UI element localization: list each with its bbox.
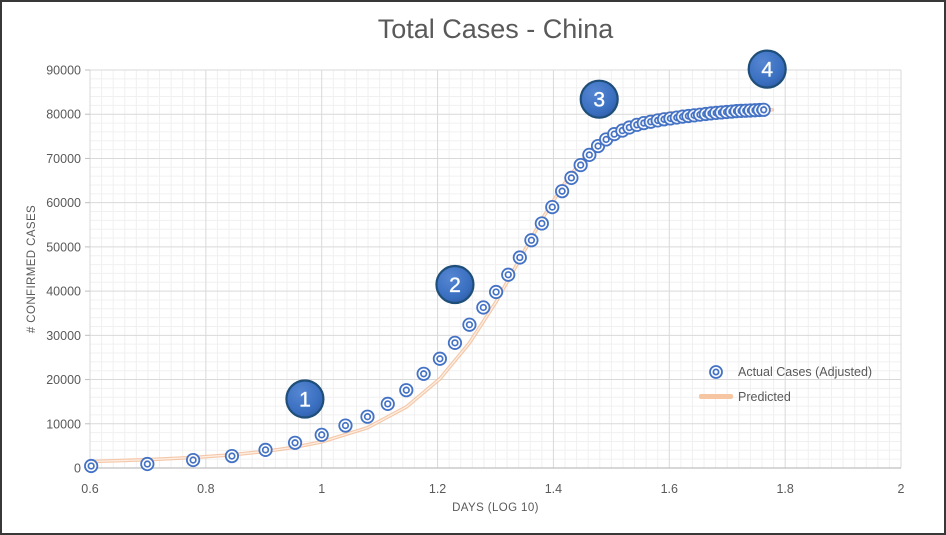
svg-text:1: 1 bbox=[299, 389, 311, 412]
callout-4: 4 bbox=[747, 49, 787, 89]
line-swatch-icon bbox=[696, 394, 736, 399]
y-axis-title: # CONFIRMED CASES bbox=[26, 204, 38, 334]
x-tick-label: 0.8 bbox=[197, 482, 214, 496]
callout-2: 2 bbox=[435, 264, 475, 305]
y-tick-label: 80000 bbox=[46, 108, 81, 122]
x-tick-label: 0.6 bbox=[81, 482, 98, 496]
legend-item-predicted: Predicted bbox=[696, 387, 872, 406]
y-tick-label: 20000 bbox=[46, 373, 81, 387]
scatter-marker-icon bbox=[696, 364, 736, 380]
y-tick-labels: 0 10000 20000 30000 40000 50000 60000 70000 8000… bbox=[46, 64, 81, 476]
legend-label-actual: Actual Cases (Adjusted) bbox=[738, 364, 873, 379]
x-axis-title: DAYS (LOG 10) bbox=[452, 502, 539, 514]
axis-lines bbox=[85, 69, 901, 469]
chart-title: Total Cases - China bbox=[377, 14, 614, 44]
legend: Actual Cases (Adjusted) Predicted bbox=[696, 362, 872, 406]
minor-gridlines bbox=[90, 70, 901, 468]
callout-1: 1 bbox=[285, 379, 325, 419]
y-tick-label: 0 bbox=[74, 462, 81, 476]
y-tick-label: 50000 bbox=[46, 240, 81, 254]
y-tick-label: 10000 bbox=[46, 417, 81, 431]
callout-3: 3 bbox=[579, 79, 619, 119]
svg-text:3: 3 bbox=[593, 89, 605, 112]
legend-item-actual: Actual Cases (Adjusted) bbox=[696, 362, 872, 381]
y-tick-label: 30000 bbox=[46, 329, 81, 343]
svg-text:2: 2 bbox=[449, 274, 461, 297]
predicted-line bbox=[89, 108, 775, 464]
x-tick-label: 1.6 bbox=[661, 482, 678, 496]
svg-text:4: 4 bbox=[761, 59, 773, 82]
y-tick-label: 60000 bbox=[46, 196, 81, 210]
actual-series bbox=[84, 102, 771, 474]
y-tick-label: 70000 bbox=[46, 152, 81, 166]
y-tick-label: 90000 bbox=[46, 64, 81, 78]
legend-label-predicted: Predicted bbox=[738, 389, 791, 404]
x-tick-label: 2 bbox=[898, 482, 905, 496]
x-tick-label: 1.8 bbox=[776, 482, 793, 496]
callouts: 1 2 3 4 bbox=[285, 49, 787, 419]
x-tick-label: 1 bbox=[318, 482, 325, 496]
x-tick-label: 1.4 bbox=[545, 482, 562, 496]
y-tick-label: 40000 bbox=[46, 285, 81, 299]
x-tick-label: 1.2 bbox=[429, 482, 446, 496]
x-tick-labels: 0.6 0.8 1 1.2 1.4 1.6 1.8 2 bbox=[81, 482, 904, 496]
